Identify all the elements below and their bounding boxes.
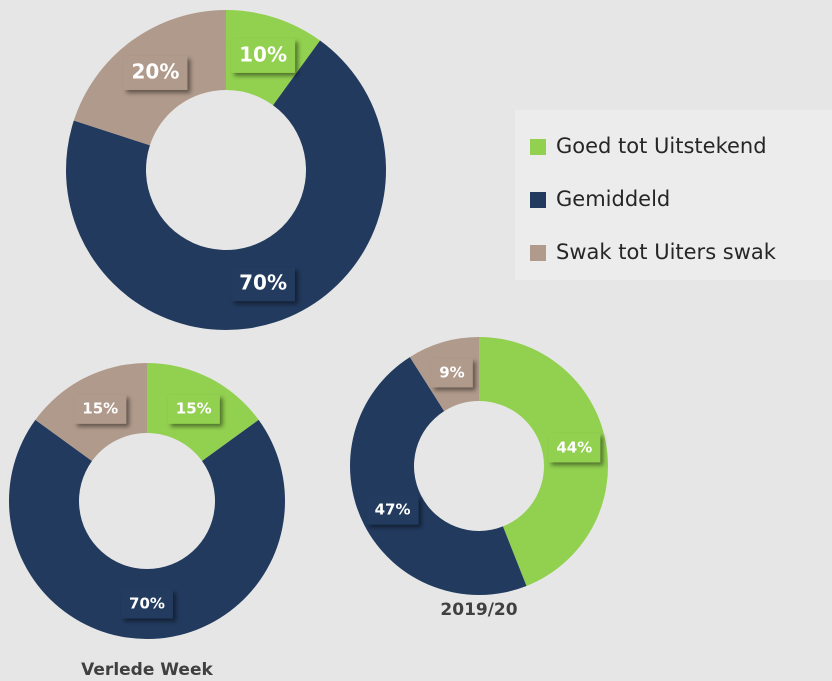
data-label: 47% <box>366 495 419 525</box>
chart-title: Verlede Week <box>81 660 213 680</box>
data-label-box <box>231 38 296 73</box>
data-label-text: 15% <box>82 400 118 418</box>
data-label-box <box>231 267 296 302</box>
legend-label: Goed tot Uitstekend <box>556 134 767 158</box>
data-label: 15% <box>167 394 220 424</box>
data-label: 9% <box>431 358 473 388</box>
legend-box <box>515 110 832 280</box>
legend-swatch <box>530 245 546 261</box>
chart-title: 2019/20 <box>440 600 517 620</box>
donut-segment <box>350 357 527 595</box>
legend-label: Swak tot Uiters swak <box>556 240 777 264</box>
donut-segment <box>479 337 608 586</box>
data-label-box <box>121 589 173 619</box>
data-label-text: 15% <box>176 400 212 418</box>
data-label: 44% <box>548 433 601 463</box>
data-label: 70% <box>121 589 173 619</box>
data-label-text: 47% <box>375 501 411 519</box>
data-label-box <box>123 55 188 90</box>
data-label: 70% <box>231 267 296 302</box>
data-label: 20% <box>123 55 188 90</box>
data-label-box <box>167 394 220 424</box>
legend-swatch <box>530 139 546 155</box>
donut-segment <box>9 419 286 639</box>
legend-label: Gemiddeld <box>556 187 670 211</box>
legend-swatch <box>530 192 546 208</box>
data-label-box <box>74 394 127 424</box>
data-label-text: 20% <box>132 59 180 83</box>
data-label-text: 44% <box>556 438 592 456</box>
data-label-text: 70% <box>239 271 287 295</box>
data-label-text: 10% <box>239 42 287 66</box>
data-label-box <box>548 433 601 463</box>
data-label-box <box>431 358 473 388</box>
data-label: 15% <box>74 394 127 424</box>
data-label: 10% <box>231 38 296 73</box>
data-label-box <box>366 495 419 525</box>
data-label-text: 70% <box>129 595 165 613</box>
donut-segment <box>65 40 386 330</box>
data-label-text: 9% <box>439 363 464 381</box>
